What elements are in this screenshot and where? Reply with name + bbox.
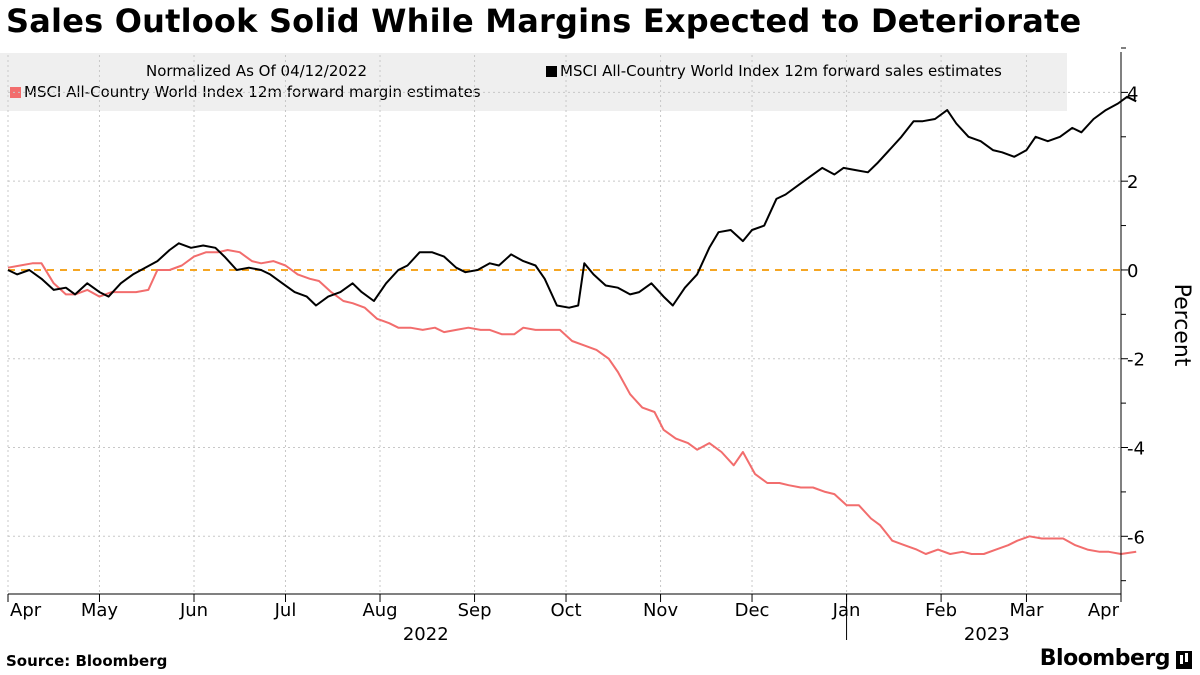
x-tick-label: Oct bbox=[550, 600, 581, 621]
series-lines bbox=[7, 95, 1137, 555]
x-tick-label: Jul bbox=[274, 600, 297, 621]
grid bbox=[7, 55, 1122, 594]
legend-swatch-margin bbox=[10, 86, 21, 98]
brand-logo: Bloomberg bbox=[1039, 646, 1171, 671]
x-year-label: 2022 bbox=[403, 624, 449, 645]
source-note: Source: Bloomberg bbox=[6, 652, 168, 670]
x-tick-label: Aug bbox=[362, 600, 397, 621]
y-tick-label: -4 bbox=[1127, 439, 1145, 460]
x-year-label: 2023 bbox=[964, 624, 1010, 645]
y-tick-label: -2 bbox=[1127, 350, 1145, 371]
legend-item-sales: MSCI All-Country World Index 12m forward… bbox=[546, 62, 1002, 80]
brand-mark-icon bbox=[1176, 651, 1192, 669]
x-tick-label: Jun bbox=[179, 600, 208, 621]
x-tick-label: Nov bbox=[643, 600, 678, 621]
x-tick-label: Dec bbox=[735, 600, 770, 621]
x-tick-label: Mar bbox=[1009, 600, 1044, 621]
x-tick-label: Apr bbox=[10, 600, 42, 621]
legend-label-margin: MSCI All-Country World Index 12m forward… bbox=[24, 83, 481, 101]
legend bbox=[0, 53, 1067, 111]
series-line-sales bbox=[7, 95, 1137, 309]
y-tick-label: 4 bbox=[1127, 83, 1138, 104]
x-tick-label: Sep bbox=[458, 600, 492, 621]
legend-item-margin: MSCI All-Country World Index 12m forward… bbox=[10, 83, 481, 101]
series-line-margin bbox=[7, 249, 1137, 555]
y-tick-label: -6 bbox=[1127, 527, 1145, 548]
y-tick-label: 0 bbox=[1127, 261, 1138, 282]
y-tick-label: 2 bbox=[1127, 172, 1138, 193]
x-tick-label: May bbox=[81, 600, 119, 621]
y-axis-title: Percent bbox=[1169, 284, 1194, 367]
legend-swatch-sales bbox=[546, 65, 557, 77]
axes: -6 -4 -2 0 2 4 Percent Apr May Jun Jul Aug Sep Oct Nov… bbox=[7, 47, 1194, 645]
legend-note: Normalized As Of 04/12/2022 bbox=[146, 62, 367, 80]
x-tick-label: Apr bbox=[1088, 600, 1120, 621]
legend-label-sales: MSCI All-Country World Index 12m forward… bbox=[560, 62, 1002, 80]
chart-title: Sales Outlook Solid While Margins Expect… bbox=[6, 2, 1082, 40]
x-tick-label: Feb bbox=[925, 600, 957, 621]
